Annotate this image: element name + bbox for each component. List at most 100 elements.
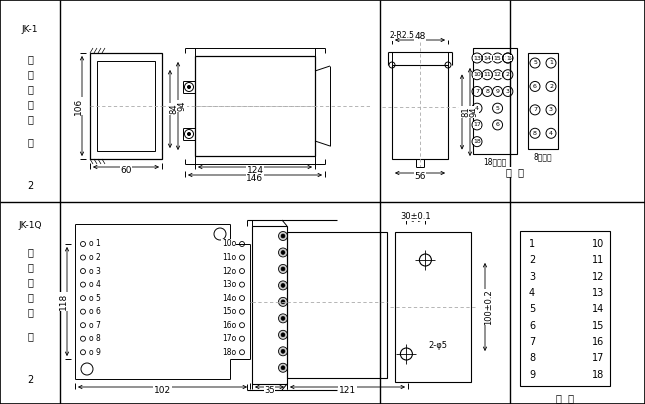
Text: 18: 18: [592, 370, 604, 380]
Text: 100±0.2: 100±0.2: [484, 289, 493, 325]
Text: 124: 124: [246, 166, 264, 175]
Text: 12: 12: [493, 72, 502, 77]
Text: 2: 2: [529, 255, 535, 265]
Bar: [195, 56, 315, 156]
Text: 11: 11: [592, 255, 604, 265]
Text: 18: 18: [473, 139, 481, 144]
Text: 6: 6: [529, 321, 535, 330]
Text: 2: 2: [506, 72, 510, 77]
Text: 121: 121: [339, 386, 356, 395]
Text: 附: 附: [27, 247, 33, 257]
Circle shape: [279, 231, 288, 240]
Text: 1: 1: [529, 239, 535, 249]
Text: 2: 2: [549, 84, 553, 89]
Text: 14: 14: [483, 55, 491, 61]
Text: 接: 接: [27, 99, 33, 109]
Text: 81: 81: [462, 107, 470, 117]
Circle shape: [281, 250, 285, 255]
Text: o 5: o 5: [89, 294, 101, 303]
Circle shape: [188, 86, 190, 88]
Text: 图: 图: [27, 137, 33, 147]
Text: 6: 6: [533, 84, 537, 89]
Text: 2: 2: [27, 375, 33, 385]
Text: 9: 9: [495, 89, 500, 94]
Text: 16: 16: [592, 337, 604, 347]
Text: 3: 3: [506, 89, 510, 94]
Circle shape: [279, 363, 288, 372]
Text: 8点端子: 8点端子: [533, 152, 552, 162]
Text: 11o: 11o: [222, 253, 236, 262]
Text: 2-R2.5: 2-R2.5: [390, 32, 415, 40]
Bar: [528, 53, 558, 149]
Text: 板: 板: [27, 69, 33, 79]
Bar: [287, 232, 387, 378]
Bar: [520, 231, 610, 386]
Text: 16o: 16o: [222, 321, 236, 330]
Text: 线: 线: [27, 114, 33, 124]
Text: 48: 48: [414, 32, 426, 41]
Text: 1: 1: [549, 61, 553, 65]
Text: 18o: 18o: [222, 348, 236, 357]
Bar: [392, 65, 448, 159]
Circle shape: [188, 133, 190, 135]
Circle shape: [281, 284, 285, 287]
Text: 接: 接: [27, 292, 33, 302]
Text: 13: 13: [592, 288, 604, 298]
Text: 15o: 15o: [222, 307, 236, 316]
Text: 15: 15: [493, 55, 501, 61]
Text: 84: 84: [170, 104, 179, 114]
Text: 3: 3: [529, 271, 535, 282]
Circle shape: [281, 333, 285, 337]
Text: 94: 94: [470, 107, 479, 117]
Text: JK-1Q: JK-1Q: [18, 221, 42, 231]
Text: 16: 16: [504, 55, 511, 61]
Text: 2: 2: [27, 181, 33, 191]
Text: o 3: o 3: [89, 267, 101, 276]
Text: 17: 17: [592, 353, 604, 363]
Text: 5: 5: [529, 304, 535, 314]
Text: o 6: o 6: [89, 307, 101, 316]
Text: 102: 102: [154, 386, 171, 395]
Text: 4: 4: [549, 131, 553, 136]
Text: 6: 6: [495, 122, 499, 127]
Text: 146: 146: [246, 174, 264, 183]
Text: o 7: o 7: [89, 321, 101, 330]
Text: 118: 118: [59, 293, 68, 310]
Text: 17: 17: [473, 122, 481, 127]
Text: 板: 板: [27, 262, 33, 272]
Bar: [90, 53, 162, 159]
Text: 8: 8: [533, 131, 537, 136]
Text: 7: 7: [475, 89, 479, 94]
Text: 35: 35: [264, 386, 275, 395]
Text: 10: 10: [473, 72, 481, 77]
Text: 4: 4: [529, 288, 535, 298]
Text: 5: 5: [495, 106, 499, 111]
Text: 13o: 13o: [222, 280, 236, 289]
Circle shape: [281, 300, 285, 304]
Text: 正  视: 正 视: [556, 393, 574, 403]
Text: 12: 12: [592, 271, 604, 282]
Circle shape: [279, 265, 288, 274]
Text: 106: 106: [74, 97, 83, 115]
Bar: [97, 61, 155, 151]
Text: 7: 7: [533, 107, 537, 112]
Circle shape: [279, 281, 288, 290]
Text: 56: 56: [414, 172, 426, 181]
Text: 3: 3: [549, 107, 553, 112]
Circle shape: [281, 234, 285, 238]
Circle shape: [279, 347, 288, 356]
Circle shape: [281, 316, 285, 320]
Text: 10o: 10o: [222, 240, 236, 248]
Text: 后: 后: [27, 84, 33, 94]
Text: 前: 前: [27, 277, 33, 287]
Text: 1: 1: [506, 55, 510, 61]
Text: o 8: o 8: [89, 334, 101, 343]
Text: 5: 5: [533, 61, 537, 65]
Text: 30±0.1: 30±0.1: [401, 212, 432, 221]
Text: 2-φ5: 2-φ5: [428, 341, 448, 351]
Text: o 2: o 2: [89, 253, 101, 262]
Text: 11: 11: [483, 72, 491, 77]
Text: 18点端子: 18点端子: [483, 158, 507, 166]
Bar: [395, 232, 471, 382]
Circle shape: [279, 248, 288, 257]
